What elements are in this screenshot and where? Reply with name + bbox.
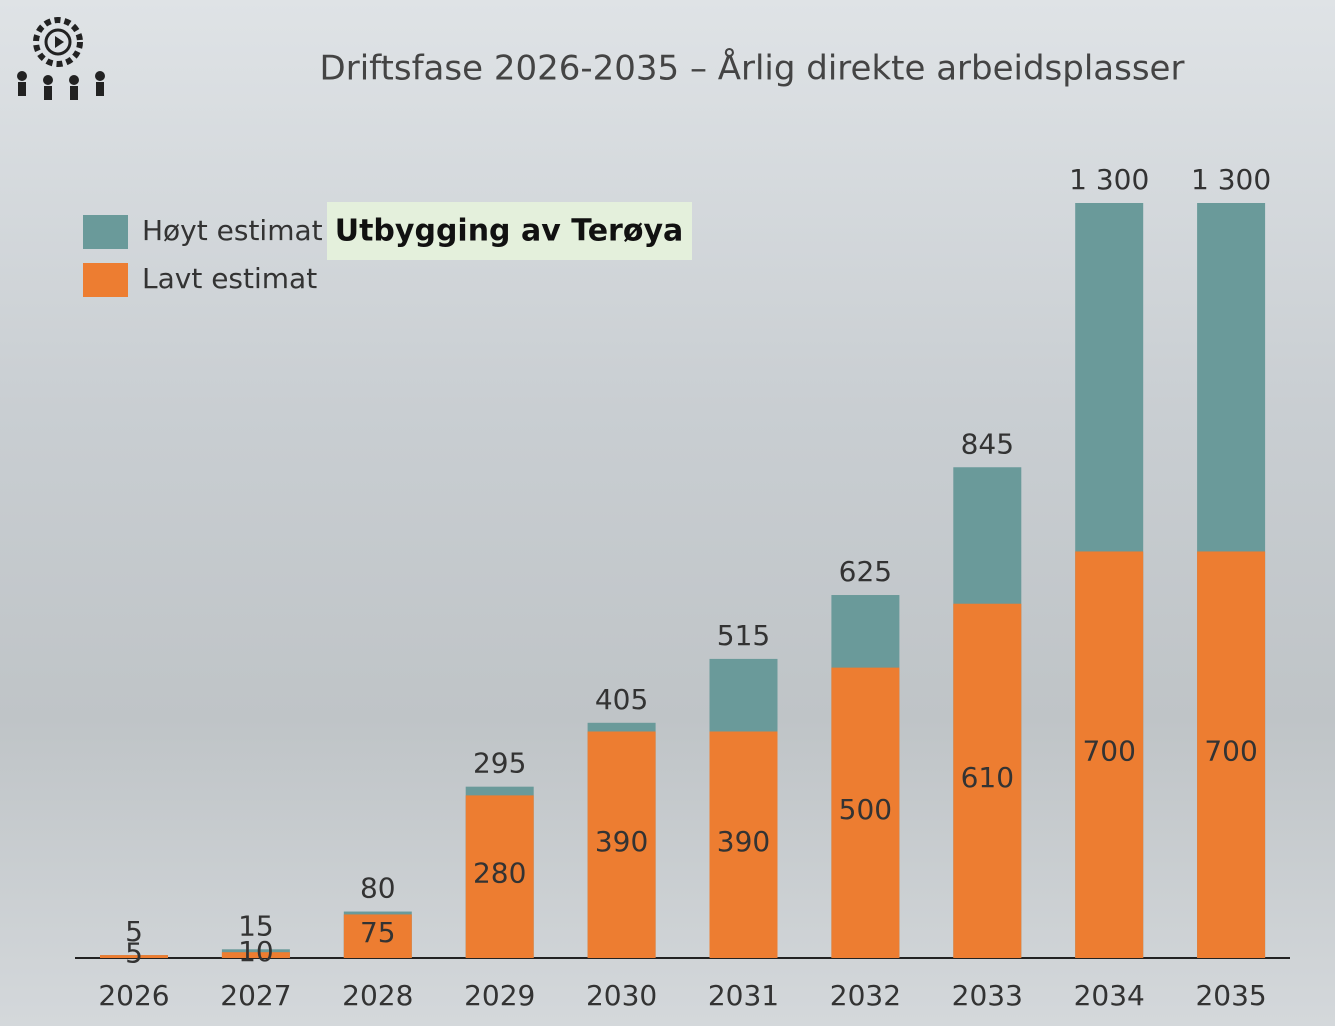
x-tick-label: 2027 [220, 979, 291, 1012]
legend-label: Lavt estimat [142, 262, 317, 295]
chart-title: Driftsfase 2026-2035 – Årlig direkte arb… [320, 48, 1185, 89]
x-tick-label: 2034 [1074, 979, 1145, 1012]
value-label: 515 [717, 619, 770, 652]
value-label: 390 [595, 825, 648, 858]
x-tick-label: 2029 [464, 979, 535, 1012]
value-label: 10 [238, 935, 274, 968]
x-tick-label: 2035 [1195, 979, 1266, 1012]
value-label: 295 [473, 747, 526, 780]
value-label: 500 [839, 793, 892, 826]
value-label: 75 [360, 916, 396, 949]
value-label: 700 [1204, 735, 1257, 768]
value-label: 845 [961, 427, 1014, 460]
chart: Driftsfase 2026-2035 – Årlig direkte arb… [0, 0, 1335, 1026]
value-label: 5 [125, 937, 143, 970]
value-label: 610 [961, 761, 1014, 794]
value-label: 1 300 [1191, 163, 1271, 196]
x-tick-label: 2032 [830, 979, 901, 1012]
value-label: 80 [360, 872, 396, 905]
x-tick-label: 2026 [98, 979, 169, 1012]
value-label: 280 [473, 857, 526, 890]
x-tick-label: 2030 [586, 979, 657, 1012]
value-label: 625 [839, 555, 892, 588]
value-label: 390 [717, 825, 770, 858]
value-label: 1 300 [1069, 163, 1149, 196]
legend-label: Høyt estimat [142, 214, 323, 247]
x-tick-label: 2031 [708, 979, 779, 1012]
value-label: 405 [595, 683, 648, 716]
x-tick-label: 2028 [342, 979, 413, 1012]
x-tick-label: 2033 [952, 979, 1023, 1012]
value-label: 700 [1082, 735, 1135, 768]
legend-swatch [83, 215, 128, 249]
legend-swatch [83, 263, 128, 297]
annotation: Utbygging av Terøya [335, 214, 684, 249]
